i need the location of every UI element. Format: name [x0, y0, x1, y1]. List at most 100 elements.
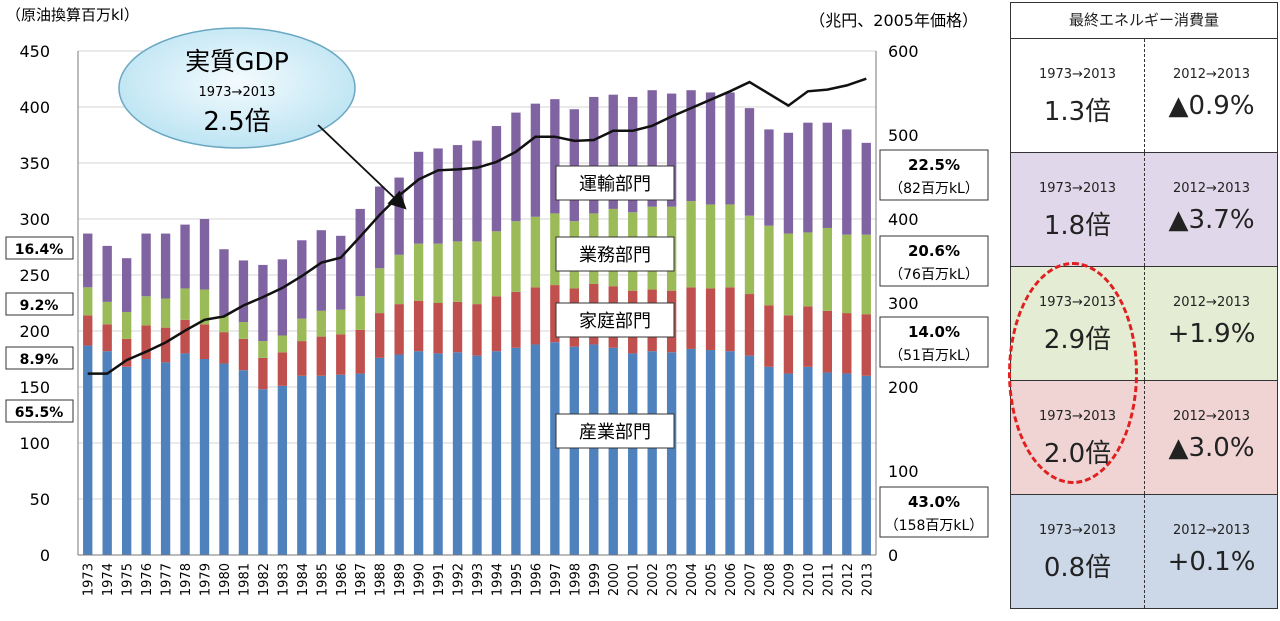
bar-segment	[355, 373, 365, 555]
bar-segment	[725, 92, 735, 205]
gdp-callout-period: 1973→2013	[198, 85, 275, 100]
bar-segment	[160, 327, 171, 363]
bar-segment	[83, 315, 93, 346]
bar-segment	[141, 296, 151, 326]
bar-segment	[238, 260, 249, 323]
x-tick-label: 2009	[782, 563, 797, 596]
bar-segment	[705, 350, 716, 555]
bar-segment	[725, 351, 735, 555]
bar-segment	[452, 352, 463, 555]
bar-segment	[803, 366, 813, 555]
left-axis-label: （原油換算百万kl）	[6, 6, 139, 24]
bar-segment	[219, 249, 229, 316]
bar-segment	[258, 341, 268, 358]
change-value: ▲3.0%	[1168, 433, 1255, 463]
bar-segment	[102, 324, 112, 352]
x-tick-label: 1973	[82, 563, 97, 596]
bar-segment	[180, 224, 190, 289]
bar-segment	[413, 243, 424, 301]
bar-segment	[744, 108, 755, 216]
x-tick-label: 2002	[646, 563, 661, 596]
bar-segment	[822, 310, 833, 373]
bar-segment	[647, 90, 657, 207]
left-tick-label: 0	[40, 546, 50, 565]
bar-segment	[744, 294, 755, 356]
bar-segment	[783, 315, 794, 374]
transport-long-term-cell: 1973→2013 1.8倍	[1011, 153, 1144, 266]
axes: 0 50 100 150 200 250 300 350 400 450 0 100 200 300 400…	[19, 42, 918, 596]
bar-segment	[413, 151, 424, 244]
change-value: +1.9%	[1167, 319, 1256, 349]
svg-text:65.5%: 65.5%	[15, 405, 64, 421]
left-share-commercial: 9.2%	[5, 292, 74, 316]
gdp-line	[87, 77, 867, 375]
bar-segment	[336, 374, 346, 555]
x-tick-label: 1990	[413, 563, 428, 596]
bar-segment	[180, 353, 190, 555]
bar-segment	[491, 296, 502, 352]
bar-segment	[141, 233, 151, 297]
bar-segment	[686, 201, 696, 288]
bar-segment	[511, 291, 521, 348]
bar-segment	[375, 357, 385, 555]
bar-segment	[725, 287, 735, 352]
bar-segment	[433, 303, 443, 354]
left-tick-label: 450	[19, 42, 50, 61]
x-tick-label: 1995	[510, 563, 525, 596]
x-tick-label: 2003	[666, 563, 681, 596]
bar-segment	[394, 304, 404, 355]
bar-segment	[530, 344, 541, 555]
gdp-callout-arrow	[317, 124, 407, 210]
bar-segment	[83, 345, 93, 555]
right-share-transport: 22.5% （82百万kL）	[879, 149, 989, 201]
bar-segment	[472, 241, 482, 305]
period-label: 2012→2013	[1172, 523, 1251, 538]
commercial-yoy-cell: 2012→2013 +1.9%	[1144, 267, 1278, 380]
period-label: 1973→2013	[1038, 67, 1117, 82]
left-tick-label: 150	[19, 378, 50, 397]
bar-segment	[394, 354, 404, 555]
bar-segment	[297, 375, 307, 555]
bar-segment	[842, 373, 852, 555]
bar-segment	[355, 296, 365, 330]
period-label: 1973→2013	[1038, 523, 1117, 538]
bar-segment	[141, 359, 151, 555]
table-row-total: 1973→2013 1.3倍 2012→2013 ▲0.9%	[1011, 38, 1277, 152]
change-value: ▲3.7%	[1168, 205, 1255, 235]
bar-segment	[628, 96, 638, 213]
right-tick-label: 400	[888, 210, 919, 229]
right-tick-label: 500	[888, 126, 919, 145]
svg-text:9.2%: 9.2%	[20, 298, 59, 314]
x-tick-label: 2007	[743, 563, 758, 596]
bar-segment	[452, 145, 463, 242]
bar-segment	[355, 208, 365, 297]
x-tick-label: 1976	[140, 563, 155, 596]
bar-segment	[413, 300, 424, 352]
left-share-residential: 8.9%	[5, 346, 74, 370]
x-tick-label: 1979	[199, 563, 214, 596]
bar-segment	[160, 233, 171, 299]
gdp-callout-bubble	[118, 27, 356, 149]
x-tick-label: 2010	[802, 563, 817, 596]
bar-segment	[160, 298, 171, 328]
x-tick-label: 1982	[257, 563, 272, 596]
period-label: 2012→2013	[1172, 295, 1251, 310]
x-tick-label: 2006	[724, 563, 739, 596]
industry-long-term-cell: 1973→2013 0.8倍	[1011, 495, 1144, 608]
bar-segment	[355, 329, 365, 374]
bar-segment	[647, 351, 657, 555]
left-tick-label: 400	[19, 98, 50, 117]
bar-segment	[783, 132, 794, 234]
x-tick-label: 1999	[588, 563, 603, 596]
bar-segment	[336, 235, 346, 310]
svg-text:（82百万kL）: （82百万kL）	[889, 181, 979, 197]
bar-segment	[842, 313, 852, 374]
bar-segment	[297, 240, 307, 319]
bar-segment	[550, 285, 560, 343]
x-tick-label: 1974	[101, 563, 116, 596]
x-tick-label: 2004	[685, 563, 700, 596]
x-tick-label: 1986	[335, 563, 350, 596]
x-tick-label: 1988	[374, 563, 389, 596]
energy-consumption-chart: 0 50 100 150 200 250 300 350 400 450 0 100 200 300 400…	[5, 6, 989, 596]
right-axis-label: （兆円、2005年価格）	[809, 11, 978, 30]
